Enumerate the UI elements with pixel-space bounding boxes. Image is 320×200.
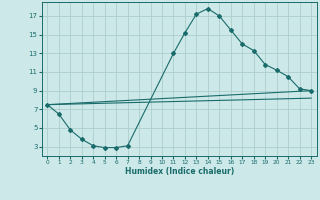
X-axis label: Humidex (Indice chaleur): Humidex (Indice chaleur) [124,167,234,176]
